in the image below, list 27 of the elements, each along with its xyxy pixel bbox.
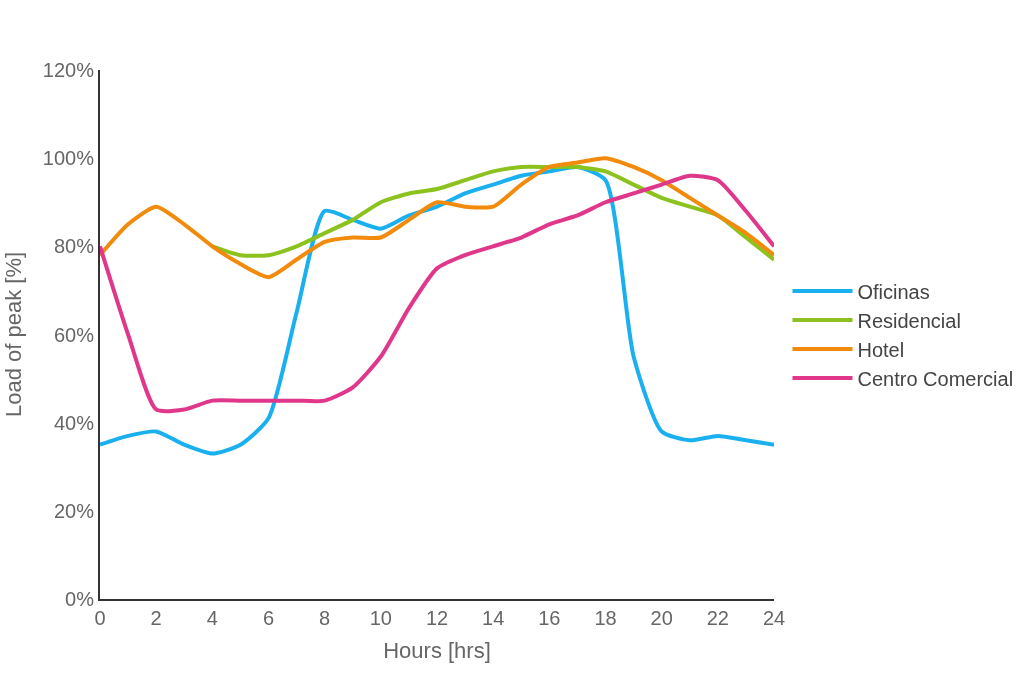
y-tick-label: 20%	[53, 499, 95, 522]
x-tick-label: 18	[594, 607, 617, 629]
x-tick-label: 2	[150, 607, 162, 629]
x-tick-label: 4	[206, 607, 218, 629]
x-tick-label: 14	[482, 607, 505, 629]
x-tick-label: 8	[319, 607, 331, 629]
legend-label: Residencial	[857, 309, 961, 332]
y-axis-title: Load of peak [%]	[1, 251, 27, 418]
x-tick-label: 0	[94, 607, 106, 629]
legend-label: Centro Comercial	[857, 367, 1014, 390]
x-tick-label: 16	[538, 607, 561, 629]
y-tick-label: 40%	[53, 411, 95, 434]
y-tick-label: 80%	[53, 235, 95, 258]
y-tick-label: 100%	[42, 147, 95, 170]
x-tick-label: 22	[706, 607, 729, 629]
y-tick-label: 120%	[42, 59, 95, 81]
x-axis-title: Hours [hrs]	[383, 638, 491, 664]
y-tick-label: 0%	[65, 588, 95, 610]
legend-label: Oficinas	[857, 280, 930, 303]
x-tick-label: 10	[369, 607, 392, 629]
x-tick-label: 6	[262, 607, 275, 629]
x-tick-label: 20	[650, 607, 673, 629]
line-series	[100, 156, 774, 280]
x-tick-label: 24	[762, 607, 786, 629]
legend-label: Hotel	[857, 338, 905, 361]
y-tick-label: 60%	[53, 323, 95, 346]
x-tick-label: 12	[425, 607, 449, 629]
